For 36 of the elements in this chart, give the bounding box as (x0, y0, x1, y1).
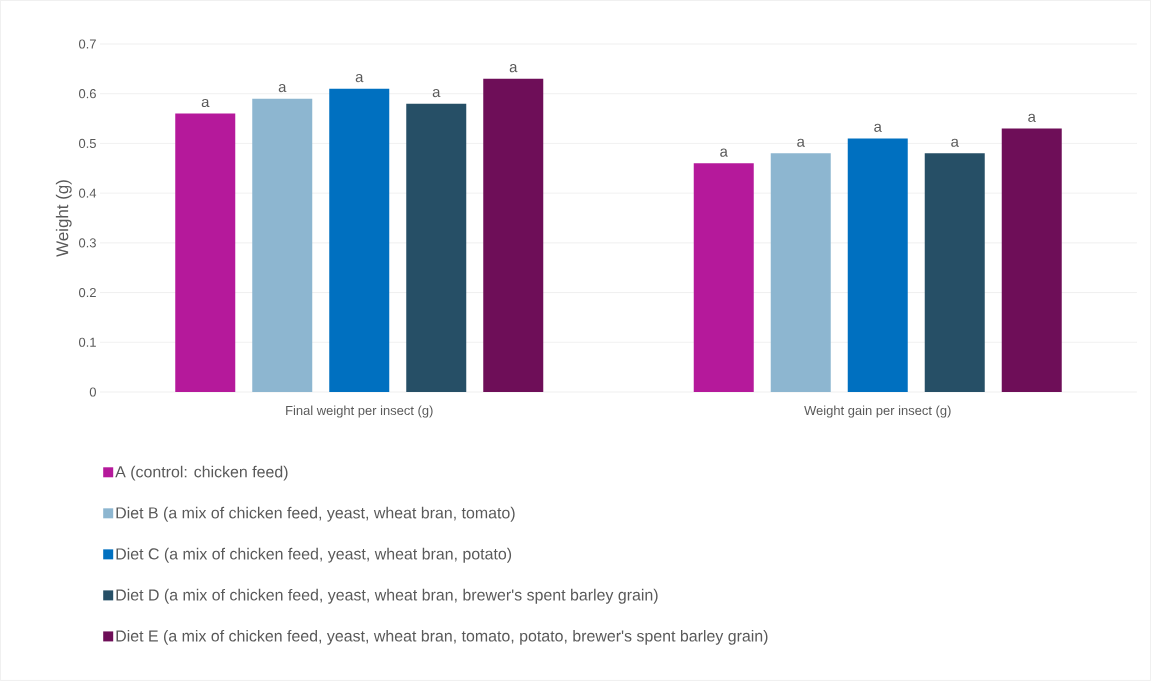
y-tick-label: 0.7 (78, 39, 96, 49)
annotation: a (278, 83, 287, 93)
bar (1001, 128, 1062, 392)
bar (483, 78, 544, 392)
y-tick-label: 0.2 (78, 287, 96, 298)
legend-label: Diet B (a mix of chicken feed, yeast, wheat bran, tomato) (116, 506, 515, 522)
legend-label: A (control: chicken feed) (115, 465, 288, 481)
y-tick-label: 0.5 (78, 138, 96, 148)
legend-label: Diet D (a mix of chicken feed, yeast, wheat bran, brewer's spent barley grain) (116, 588, 658, 604)
bar (252, 98, 313, 392)
y-tick-label: 0.4 (78, 188, 97, 198)
annotation: a (509, 64, 518, 73)
bar (329, 88, 390, 392)
legend-label: Diet C (a mix of chicken feed, yeast, wheat bran, potato) (116, 547, 512, 563)
bar (770, 153, 831, 392)
annotation: a (1028, 113, 1036, 122)
x-tick-label: Final weight per insect (g) (286, 405, 433, 418)
bar (406, 103, 467, 392)
bar (175, 113, 236, 392)
bar (924, 153, 985, 392)
y-tick-label: 0.6 (78, 89, 96, 99)
y-axis-title: Weight (g) (55, 180, 72, 257)
annotation: a (951, 138, 959, 147)
legend-label: Diet E (a mix of chicken feed, yeast, wheat bran, tomato, potato, brewer's spent barley grain) (116, 629, 768, 645)
annotation: a (797, 138, 805, 147)
annotation: a (720, 148, 728, 157)
x-tick-label: Weight gain per insect (g) (804, 405, 951, 418)
annotation: a (355, 74, 364, 83)
bar (693, 163, 754, 392)
annotation: a (432, 88, 441, 98)
annotation: a (201, 98, 210, 108)
y-tick-label: 0.3 (78, 238, 96, 248)
y-tick-label: 0 (89, 387, 96, 397)
bar (847, 138, 908, 392)
annotation: a (874, 123, 882, 132)
y-tick-label: 0.1 (78, 337, 96, 347)
